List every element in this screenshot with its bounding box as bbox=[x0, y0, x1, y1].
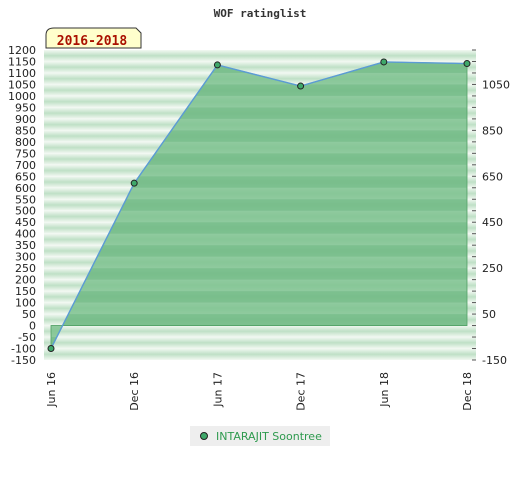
right-axis: -150 50 250 450 650 850 1050 bbox=[472, 49, 510, 367]
area-stripe bbox=[51, 153, 467, 165]
x-tick-label: Dec 18 bbox=[461, 372, 474, 411]
left-axis: -150-100-5005010015020025030035040045050… bbox=[8, 44, 36, 367]
right-tick-label: 1050 bbox=[482, 78, 510, 91]
background-band bbox=[44, 325, 476, 338]
left-tick-label: 1150 bbox=[8, 55, 36, 68]
right-tick-label: -150 bbox=[482, 354, 507, 367]
legend: INTARAJIT Soontree bbox=[190, 426, 330, 446]
data-point bbox=[213, 61, 221, 69]
left-tick-label: 800 bbox=[15, 136, 36, 149]
area-stripe bbox=[51, 291, 467, 303]
right-tick-label: 850 bbox=[482, 124, 503, 137]
x-tick-label: Jun 16 bbox=[45, 372, 58, 408]
left-tick-label: 150 bbox=[15, 285, 36, 298]
background-band bbox=[44, 61, 476, 73]
x-tick-label: Jun 18 bbox=[378, 372, 391, 408]
data-point bbox=[297, 82, 305, 90]
left-tick-label: -50 bbox=[18, 331, 36, 344]
left-tick-label: 350 bbox=[15, 239, 36, 252]
left-tick-label: 50 bbox=[22, 308, 36, 321]
left-tick-label: 100 bbox=[15, 297, 36, 310]
area-stripe bbox=[51, 130, 467, 142]
left-tick-label: 900 bbox=[15, 113, 36, 126]
left-tick-label: 400 bbox=[15, 228, 36, 241]
area-stripe bbox=[51, 84, 467, 96]
data-point bbox=[463, 60, 471, 68]
legend-marker-icon bbox=[200, 432, 208, 440]
right-tick-label: 650 bbox=[482, 170, 503, 183]
left-tick-label: 300 bbox=[15, 251, 36, 264]
left-tick-label: 550 bbox=[15, 193, 36, 206]
plot-area bbox=[44, 50, 476, 360]
right-tick-label: 250 bbox=[482, 262, 503, 275]
area-stripe bbox=[51, 314, 467, 326]
x-tick-label: Dec 17 bbox=[295, 372, 308, 411]
left-tick-label: 1050 bbox=[8, 78, 36, 91]
right-tick-label: 450 bbox=[482, 216, 503, 229]
left-tick-label: 1000 bbox=[8, 90, 36, 103]
area-stripe bbox=[51, 245, 467, 257]
left-tick-label: 200 bbox=[15, 274, 36, 287]
background-band bbox=[44, 348, 476, 360]
x-tick-label: Dec 16 bbox=[128, 372, 141, 411]
left-tick-label: -150 bbox=[11, 354, 36, 367]
left-tick-label: 600 bbox=[15, 182, 36, 195]
data-point bbox=[380, 58, 388, 66]
left-tick-label: 750 bbox=[15, 147, 36, 160]
area-stripe bbox=[51, 176, 467, 188]
background-band bbox=[44, 337, 476, 349]
background-band bbox=[44, 50, 476, 62]
left-tick-label: 500 bbox=[15, 205, 36, 218]
legend-label: INTARAJIT Soontree bbox=[216, 429, 322, 443]
x-axis: Jun 16 Dec 16 Jun 17 Dec 17 Jun 18 Dec 18 bbox=[45, 372, 474, 411]
left-tick-label: 850 bbox=[15, 124, 36, 137]
period-badge: 2016-2018 bbox=[45, 27, 142, 49]
x-tick-label: Jun 17 bbox=[211, 372, 224, 408]
area-stripe bbox=[51, 199, 467, 211]
left-tick-label: 450 bbox=[15, 216, 36, 229]
left-tick-label: 1100 bbox=[8, 67, 36, 80]
left-tick-label: 650 bbox=[15, 170, 36, 183]
left-tick-label: 250 bbox=[15, 262, 36, 275]
series-line bbox=[50, 61, 468, 349]
area-stripe bbox=[51, 268, 467, 280]
data-point bbox=[47, 345, 55, 353]
right-tick-label: 50 bbox=[482, 308, 496, 321]
left-tick-label: 1200 bbox=[8, 44, 36, 57]
left-tick-label: -100 bbox=[11, 343, 36, 356]
chart-title: WOF ratinglist bbox=[214, 7, 307, 20]
data-point bbox=[130, 179, 138, 187]
period-label: 2016-2018 bbox=[57, 34, 128, 49]
left-tick-label: 700 bbox=[15, 159, 36, 172]
left-tick-label: 0 bbox=[29, 320, 36, 333]
area-stripe bbox=[51, 222, 467, 234]
left-tick-label: 950 bbox=[15, 101, 36, 114]
area-stripe bbox=[51, 107, 467, 119]
